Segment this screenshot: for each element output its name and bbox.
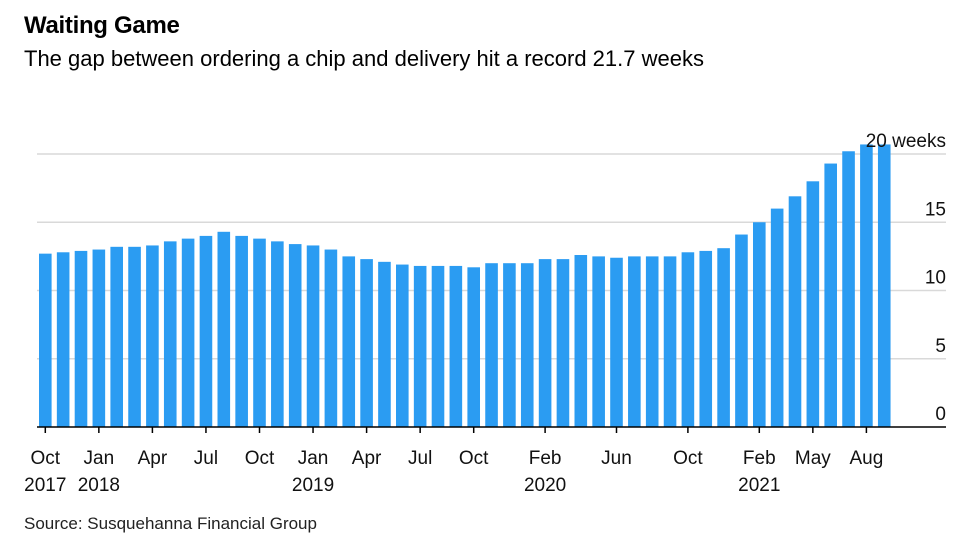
bar (271, 241, 284, 427)
bar (860, 144, 873, 427)
x-tick-label: Apr (138, 448, 168, 469)
x-axis-ticks: Oct 2017 Jan 2018 Apr Jul Oct Jan 2019 Apr Jul Oct F… (24, 427, 883, 496)
bar (717, 248, 730, 427)
bar (110, 246, 123, 427)
x-tick-label: Oct (673, 448, 703, 469)
bar (74, 250, 88, 427)
bar (128, 246, 141, 427)
bar (556, 259, 570, 427)
bar (449, 265, 463, 427)
x-tick-year-label: 2019 (292, 475, 334, 496)
bar (431, 265, 445, 427)
x-tick-label: Oct (245, 448, 275, 469)
bar (360, 259, 373, 427)
bar (806, 181, 820, 427)
bar (56, 252, 70, 427)
bar (253, 238, 266, 427)
bar (217, 231, 231, 427)
bar (413, 265, 427, 427)
x-tick-label: Jun (601, 448, 632, 469)
bar (610, 257, 623, 427)
y-tick-label: 5 (935, 336, 946, 357)
bar (146, 245, 159, 427)
bar (842, 151, 855, 427)
chart-subtitle: The gap between ordering a chip and deli… (24, 46, 704, 71)
bar (235, 235, 248, 427)
y-tick-label: 10 (925, 268, 946, 289)
bar (520, 263, 534, 427)
y-tick-label: 20 weeks (866, 131, 946, 152)
bar (467, 267, 480, 427)
x-tick-year-label: 2017 (24, 475, 66, 496)
bar (663, 256, 677, 428)
x-tick-label: Apr (352, 448, 382, 469)
bar (735, 234, 748, 427)
bar (503, 263, 516, 427)
y-tick-label: 0 (935, 404, 946, 425)
bar (753, 222, 766, 427)
bar (877, 144, 891, 427)
bar (574, 255, 588, 427)
bar (538, 259, 552, 427)
x-tick-year-label: 2020 (524, 475, 566, 496)
x-tick-label: May (795, 448, 831, 469)
source-note: Source: Susquehanna Financial Group (24, 514, 317, 533)
bar (378, 261, 391, 427)
x-tick-label: Aug (849, 448, 883, 469)
x-tick-label: Feb (743, 448, 776, 469)
bar (681, 252, 695, 427)
bar (342, 256, 356, 428)
bar (396, 264, 409, 427)
x-tick-year-label: 2018 (78, 475, 120, 496)
x-tick-label: Oct (31, 448, 61, 469)
bar (824, 163, 837, 428)
x-tick-label: Feb (529, 448, 562, 469)
bar (288, 244, 302, 427)
bar (92, 249, 106, 427)
bars (39, 144, 891, 428)
bar (163, 241, 177, 427)
bar (788, 196, 802, 427)
bar (324, 249, 338, 427)
bar (199, 235, 213, 427)
x-tick-label: Jul (408, 448, 432, 469)
y-axis-ticks: 0 5 10 15 20 weeks (866, 131, 946, 425)
bar (306, 245, 320, 427)
chart-title: Waiting Game (24, 12, 180, 39)
bar (699, 250, 713, 427)
x-tick-label: Jul (194, 448, 218, 469)
bar (628, 256, 641, 428)
bar (485, 263, 498, 427)
x-tick-label: Oct (459, 448, 489, 469)
x-tick-year-label: 2021 (738, 475, 780, 496)
bar (181, 238, 195, 427)
x-tick-label: Jan (84, 448, 115, 469)
bar (592, 256, 605, 428)
x-tick-label: Jan (298, 448, 329, 469)
y-tick-label: 15 (925, 199, 946, 220)
bar (645, 256, 659, 428)
bar (770, 208, 784, 427)
bar (39, 253, 52, 427)
